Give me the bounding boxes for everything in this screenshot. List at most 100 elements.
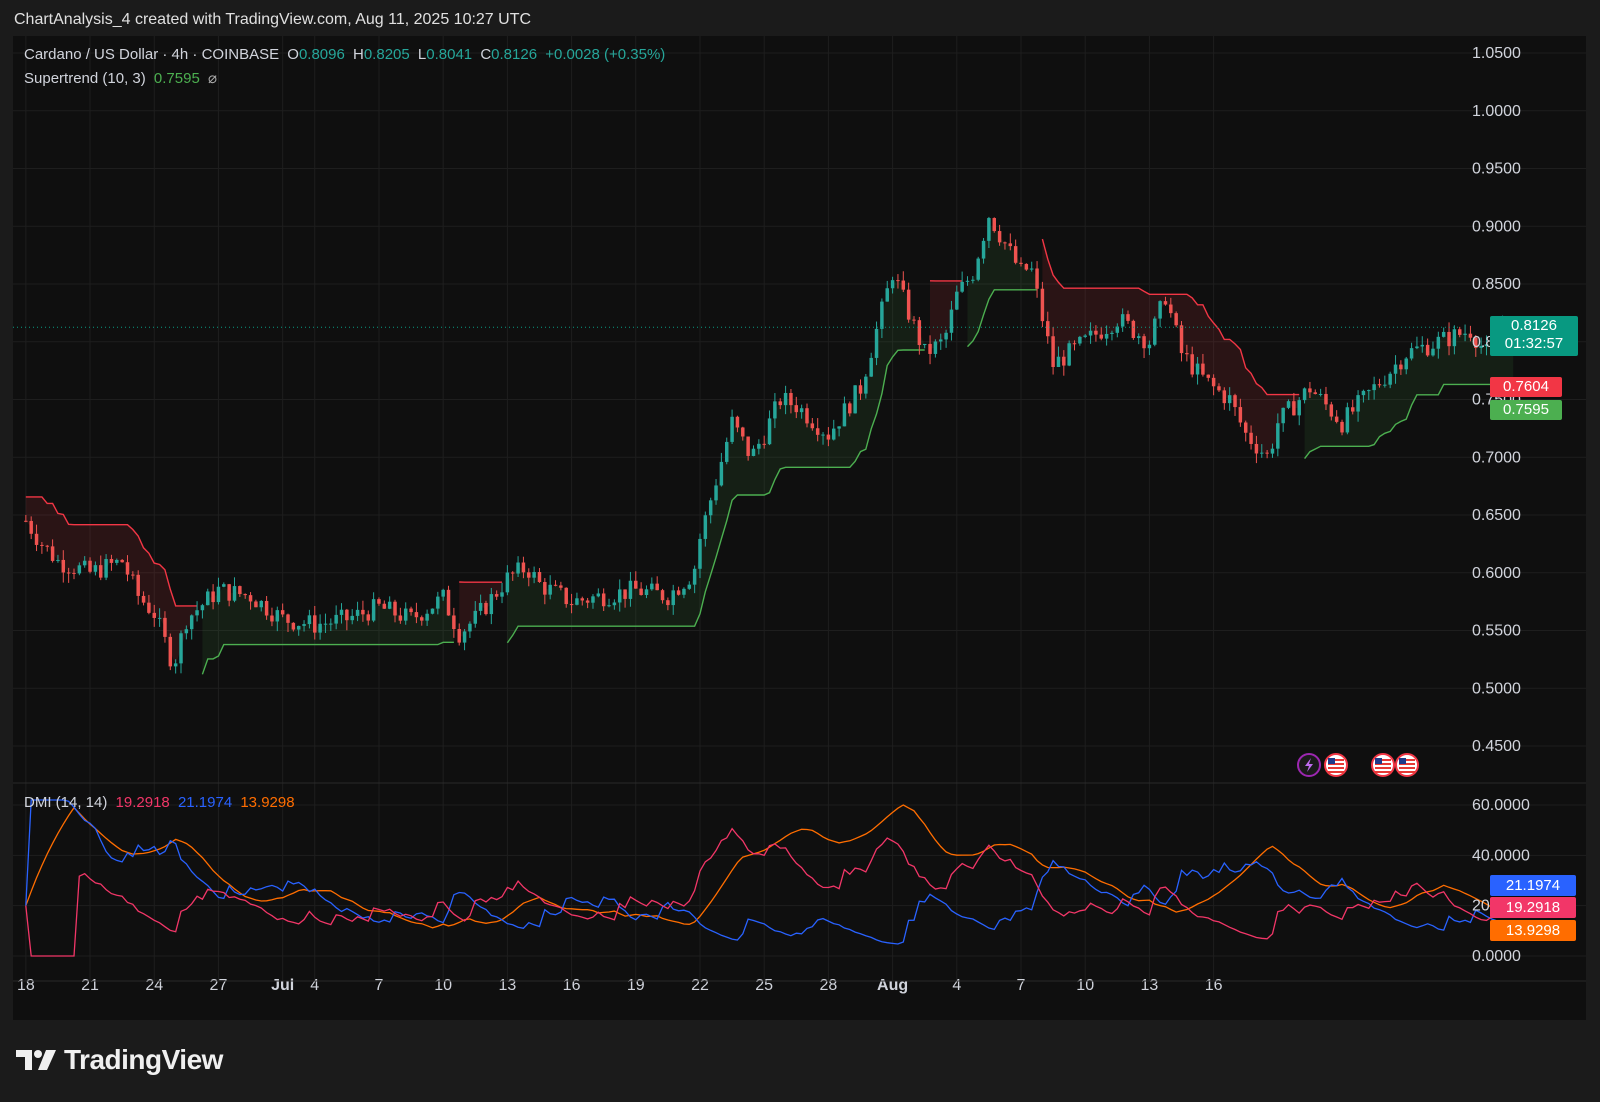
price-tick-label: 0.8500 [1472, 276, 1521, 293]
candle-body [131, 574, 135, 576]
close-label: C [480, 46, 492, 63]
candle-body [1029, 268, 1034, 270]
time-tick-label: 13 [1141, 977, 1159, 994]
candle-body [644, 589, 649, 595]
dmi-label[interactable]: DMI (14, 14) [24, 794, 108, 811]
candle-body [617, 589, 622, 603]
candle-body [821, 434, 825, 436]
tradingview-logo[interactable]: TradingView [16, 1044, 223, 1076]
candle-body [1120, 314, 1125, 327]
candle-body [1158, 301, 1162, 319]
candle-body [1318, 393, 1323, 395]
price-tick-label: 1.0000 [1472, 103, 1521, 120]
candle-body [104, 558, 108, 578]
us-flag-icon[interactable] [1324, 753, 1348, 777]
chart-svg[interactable]: 1.05001.00000.95000.90000.85000.80000.75… [13, 36, 1586, 1020]
minus-di-line [25, 799, 1514, 945]
candle-body [1420, 344, 1425, 347]
candle-body [473, 610, 478, 624]
dmi-tick-label: 40.0000 [1472, 847, 1530, 864]
candle-body [890, 280, 895, 289]
candle-body [1393, 364, 1398, 374]
candle-body [1040, 288, 1045, 322]
candle-body [532, 572, 536, 578]
candle-body [425, 613, 429, 621]
candle-body [382, 603, 387, 609]
candle-body [698, 538, 702, 569]
candle-body [1099, 334, 1103, 339]
price-plot[interactable] [13, 216, 1515, 675]
candle-body [195, 610, 199, 616]
candle-body [398, 615, 403, 621]
candle-body [885, 288, 889, 302]
lightning-icon-bolt [1305, 758, 1313, 772]
minus-di-tag: 21.1974 [1490, 875, 1576, 896]
candle-body [420, 617, 424, 621]
change-value: +0.0028 (+0.35%) [545, 46, 666, 63]
candle-body [1217, 386, 1221, 391]
symbol-legend[interactable]: Cardano / US Dollar · 4h · COINBASE O0.8… [24, 46, 669, 63]
candle-body [1035, 268, 1039, 289]
time-tick-label: 21 [81, 977, 99, 994]
time-tick-label: 19 [627, 977, 645, 994]
candle-body [815, 428, 820, 435]
event-markers[interactable] [1297, 753, 1419, 777]
us-flag-icon-stripe [1328, 763, 1344, 765]
supertrend-down-fill [1042, 239, 1300, 454]
chart-area[interactable]: 1.05001.00000.95000.90000.85000.80000.75… [13, 36, 1586, 1020]
candle-body [1457, 329, 1462, 335]
candle-body [1302, 388, 1307, 401]
time-tick-label: Jul [271, 977, 294, 994]
candle-body [794, 405, 799, 413]
dmi-plot[interactable] [25, 799, 1514, 957]
candle-body [1067, 343, 1071, 366]
candle-body [462, 631, 467, 643]
supertrend-up-fill [202, 585, 454, 675]
time-axis[interactable]: 18 21 24 27 Jul 4 7 10 13 16 19 22 25 28 Aug 4 7 10 13 16 [13, 977, 1586, 994]
candle-body [1136, 336, 1141, 339]
candle-body [510, 572, 515, 574]
candle-body [671, 590, 675, 606]
header-title: ChartAnalysis_4 created with TradingView… [14, 11, 532, 28]
candle-body [361, 609, 365, 615]
candle-body [1115, 326, 1120, 333]
candle-body [832, 428, 836, 440]
candle-body [414, 612, 419, 618]
candle-body [1425, 344, 1430, 356]
supertrend-legend[interactable]: Supertrend (10, 3) 0.7595 ⌀ [24, 69, 221, 87]
footer [0, 1020, 1600, 1102]
candle-body [329, 623, 333, 625]
candle-body [521, 562, 526, 573]
candle-body [1013, 246, 1018, 263]
supertrend-up-fill [967, 224, 1038, 347]
candle-body [1484, 344, 1489, 347]
candle-body [1474, 337, 1478, 348]
candle-body [1185, 353, 1189, 355]
plus-di-tag: 19.2918 [1490, 897, 1576, 918]
supertrend-label[interactable]: Supertrend (10, 3) [24, 70, 146, 87]
candle-body [120, 559, 124, 563]
candle-body [494, 594, 499, 597]
supertrend-up-line [1304, 382, 1514, 460]
candle-body [1190, 354, 1194, 375]
time-tick-label: 4 [952, 977, 961, 994]
eye-off-icon[interactable]: ⌀ [207, 70, 218, 87]
us-flag-icon[interactable] [1395, 753, 1419, 777]
candle-body [762, 443, 766, 445]
candle-body [393, 601, 397, 616]
candle-body [944, 332, 948, 340]
adx-line [25, 804, 1514, 929]
dmi-legend[interactable]: DMI (14, 14) 19.2918 21.1974 13.9298 [24, 794, 299, 811]
time-tick-label: 16 [563, 977, 581, 994]
candle-body [34, 533, 39, 545]
candle-body [1399, 364, 1403, 370]
us-flag-icon[interactable] [1371, 753, 1395, 777]
lightning-icon[interactable] [1297, 753, 1321, 777]
time-tick-label: Aug [877, 977, 908, 994]
candle-body [548, 584, 552, 595]
candle-body [623, 589, 627, 599]
candle-body [1468, 333, 1473, 338]
candle-body [1195, 363, 1200, 375]
time-tick-label: 25 [755, 977, 773, 994]
symbol-name[interactable]: Cardano / US Dollar · 4h · COINBASE [24, 46, 280, 63]
